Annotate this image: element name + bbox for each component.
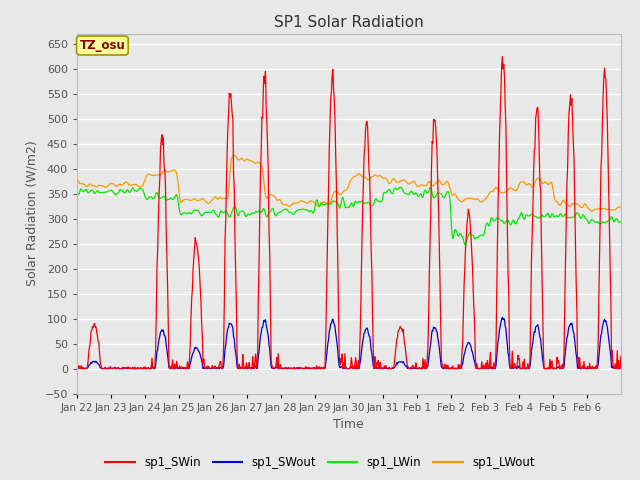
sp1_LWout [230,152,238,158]
sp1_SWin [73,365,81,371]
sp1_LWout [285,203,292,209]
sp1_SWin [138,365,145,371]
sp1_LWout [237,156,245,161]
sp1_SWout [284,366,292,372]
Line: sp1_LWin: sp1_LWin [77,187,621,244]
Y-axis label: Solar Radiation (W/m2): Solar Radiation (W/m2) [26,141,39,287]
sp1_LWout [264,193,272,199]
sp1_SWin [74,366,81,372]
sp1_SWin [237,365,245,371]
Line: sp1_SWout: sp1_SWout [77,317,621,369]
Line: sp1_LWout: sp1_LWout [77,155,621,211]
Legend: sp1_SWin, sp1_SWout, sp1_LWin, sp1_LWout: sp1_SWin, sp1_SWout, sp1_LWin, sp1_LWout [100,452,540,474]
sp1_LWin [461,241,468,247]
Line: sp1_SWin: sp1_SWin [77,57,621,369]
X-axis label: Time: Time [333,418,364,431]
sp1_SWin [617,353,625,359]
sp1_SWout [73,366,81,372]
sp1_LWin [436,191,444,196]
sp1_SWout [617,364,625,370]
sp1_SWout [264,330,271,336]
sp1_SWin [436,276,444,282]
sp1_SWout [435,345,443,351]
sp1_LWin [264,213,271,219]
sp1_LWout [137,184,145,190]
sp1_LWin [396,184,404,190]
sp1_SWout [237,365,244,371]
sp1_SWin [264,169,272,175]
sp1_SWout [499,314,506,320]
sp1_LWin [137,186,145,192]
sp1_LWin [617,219,625,225]
sp1_LWin [284,208,292,214]
Title: SP1 Solar Radiation: SP1 Solar Radiation [274,15,424,30]
sp1_LWout [73,176,81,182]
sp1_SWout [137,366,145,372]
sp1_LWout [436,179,444,184]
sp1_LWout [617,204,625,210]
sp1_SWin [499,54,506,60]
sp1_LWout [588,208,596,214]
Text: TZ_osu: TZ_osu [79,39,125,52]
sp1_LWin [406,191,413,196]
sp1_SWin [285,365,292,371]
sp1_LWin [237,208,244,214]
sp1_LWout [406,181,413,187]
sp1_SWout [405,365,413,371]
sp1_LWin [73,189,81,195]
sp1_SWin [406,366,413,372]
